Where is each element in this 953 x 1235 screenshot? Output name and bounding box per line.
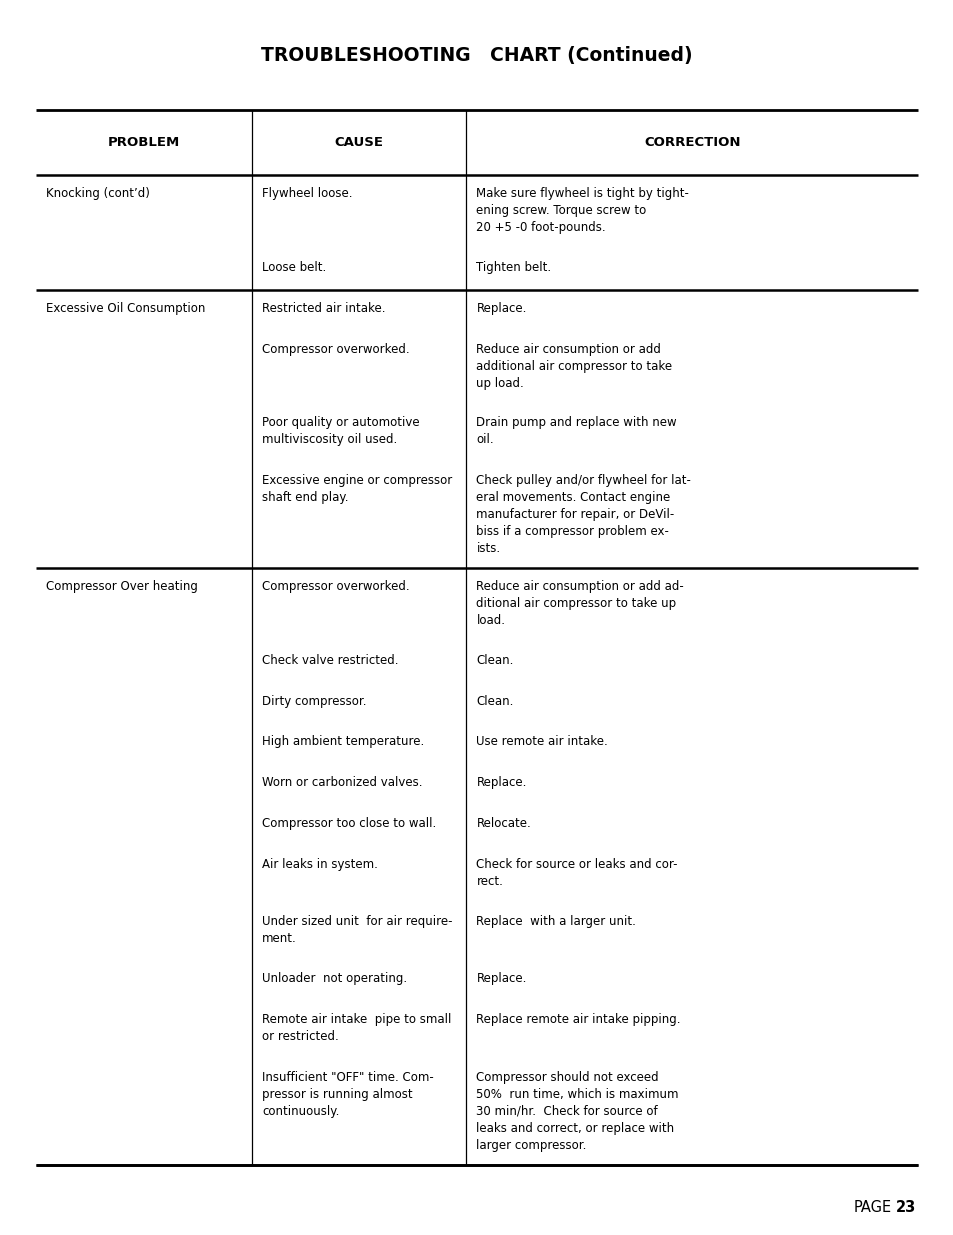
- Text: High ambient temperature.: High ambient temperature.: [262, 736, 424, 748]
- Text: Loose belt.: Loose belt.: [262, 261, 326, 274]
- Text: Air leaks in system.: Air leaks in system.: [262, 858, 377, 871]
- Text: Excessive Oil Consumption: Excessive Oil Consumption: [46, 301, 205, 315]
- Text: Clean.: Clean.: [476, 694, 514, 708]
- Text: Check for source or leaks and cor-
rect.: Check for source or leaks and cor- rect.: [476, 858, 678, 888]
- Text: Check pulley and/or flywheel for lat-
eral movements. Contact engine
manufacture: Check pulley and/or flywheel for lat- er…: [476, 473, 691, 555]
- Text: Unloader  not operating.: Unloader not operating.: [262, 972, 407, 986]
- Text: Compressor overworked.: Compressor overworked.: [262, 342, 409, 356]
- Text: Under sized unit  for air require-
ment.: Under sized unit for air require- ment.: [262, 915, 452, 945]
- Text: Compressor should not exceed
50%  run time, which is maximum
30 min/hr.  Check f: Compressor should not exceed 50% run tim…: [476, 1071, 679, 1151]
- Text: Restricted air intake.: Restricted air intake.: [262, 301, 385, 315]
- Text: Check valve restricted.: Check valve restricted.: [262, 653, 398, 667]
- Text: Drain pump and replace with new
oil.: Drain pump and replace with new oil.: [476, 416, 677, 446]
- Text: Use remote air intake.: Use remote air intake.: [476, 736, 607, 748]
- Text: Worn or carbonized valves.: Worn or carbonized valves.: [262, 777, 422, 789]
- Text: PAGE  23: PAGE 23: [853, 1199, 919, 1214]
- Text: Compressor overworked.: Compressor overworked.: [262, 580, 409, 593]
- Text: Reduce air consumption or add ad-
ditional air compressor to take up
load.: Reduce air consumption or add ad- dition…: [476, 580, 683, 627]
- Text: Replace.: Replace.: [476, 972, 526, 986]
- Bar: [797, 1192, 923, 1221]
- Text: Reduce air consumption or add
additional air compressor to take
up load.: Reduce air consumption or add additional…: [476, 342, 672, 389]
- Text: TROUBLESHOOTING   CHART (Continued): TROUBLESHOOTING CHART (Continued): [261, 46, 692, 64]
- Text: Replace remote air intake pipping.: Replace remote air intake pipping.: [476, 1013, 680, 1026]
- Text: Replace.: Replace.: [476, 777, 526, 789]
- Text: Compressor Over heating: Compressor Over heating: [46, 580, 197, 593]
- Text: CAUSE: CAUSE: [335, 136, 383, 149]
- Text: Insufficient "OFF" time. Com-
pressor is running almost
continuously.: Insufficient "OFF" time. Com- pressor is…: [262, 1071, 434, 1118]
- Text: Tighten belt.: Tighten belt.: [476, 261, 551, 274]
- Text: Excessive engine or compressor
shaft end play.: Excessive engine or compressor shaft end…: [262, 473, 452, 504]
- Text: Compressor too close to wall.: Compressor too close to wall.: [262, 818, 436, 830]
- Text: PAGE: PAGE: [874, 1199, 917, 1214]
- Text: CORRECTION: CORRECTION: [643, 136, 740, 149]
- Text: Replace.: Replace.: [476, 301, 526, 315]
- Text: 23: 23: [895, 1199, 915, 1214]
- Text: Clean.: Clean.: [476, 653, 514, 667]
- Text: PROBLEM: PROBLEM: [108, 136, 180, 149]
- Text: Remote air intake  pipe to small
or restricted.: Remote air intake pipe to small or restr…: [262, 1013, 451, 1044]
- Text: Make sure flywheel is tight by tight-
ening screw. Torque screw to
20 +5 -0 foot: Make sure flywheel is tight by tight- en…: [476, 188, 689, 235]
- Text: Poor quality or automotive
multiviscosity oil used.: Poor quality or automotive multiviscosit…: [262, 416, 419, 446]
- Text: Flywheel loose.: Flywheel loose.: [262, 188, 353, 200]
- Text: Replace  with a larger unit.: Replace with a larger unit.: [476, 915, 636, 929]
- Text: Dirty compressor.: Dirty compressor.: [262, 694, 366, 708]
- Text: PAGE: PAGE: [853, 1199, 891, 1214]
- Text: Knocking (cont’d): Knocking (cont’d): [46, 188, 150, 200]
- Text: Relocate.: Relocate.: [476, 818, 531, 830]
